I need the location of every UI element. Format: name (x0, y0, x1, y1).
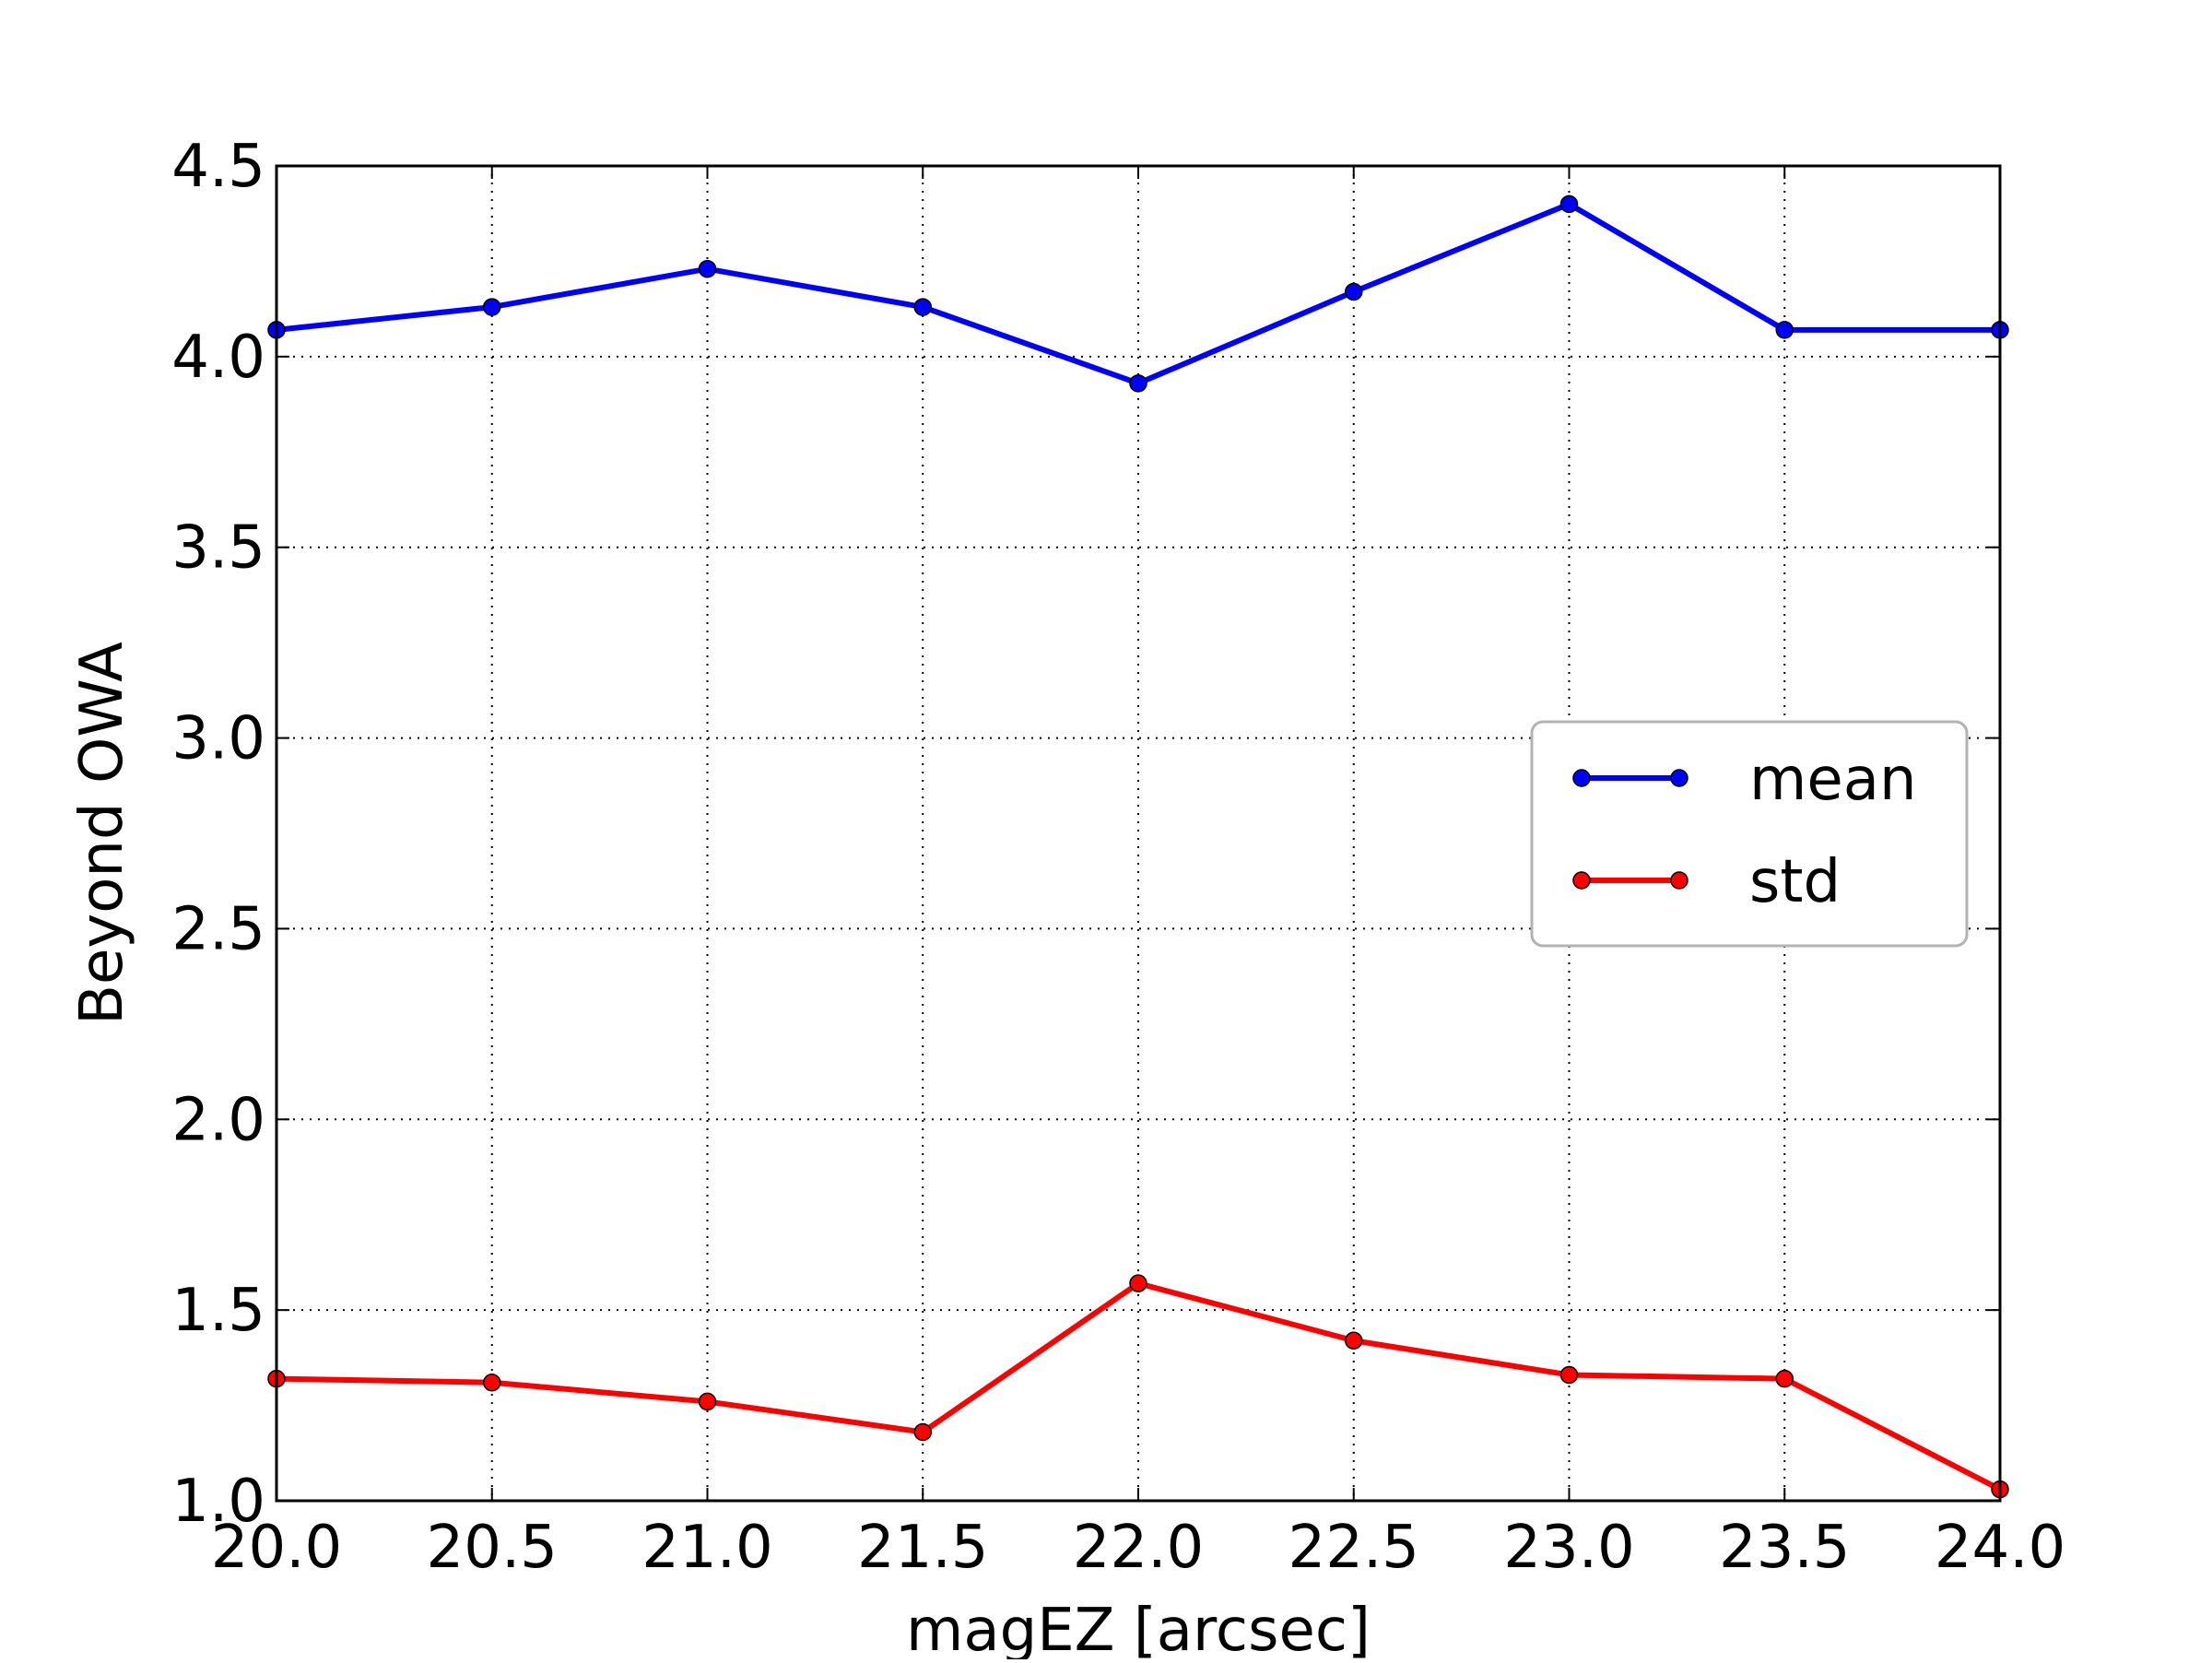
legend-marker-mean (1572, 769, 1591, 787)
data-point-std (1775, 1369, 1794, 1388)
x-axis-label: magEZ [arcsec] (906, 1597, 1371, 1659)
legend: mean std (1530, 720, 1969, 948)
y-tick-label: 3.0 (171, 705, 265, 773)
x-tick-label: 20.5 (427, 1514, 559, 1582)
y-tick-label: 3.5 (171, 514, 265, 583)
y-tick-label: 2.5 (171, 895, 265, 963)
y-axis-label: Beyond OWA (68, 642, 136, 1025)
series-group (267, 195, 2009, 1499)
data-point-std (913, 1422, 932, 1442)
y-tick-label: 4.0 (171, 324, 265, 392)
data-point-mean (483, 298, 501, 316)
data-point-std (1345, 1331, 1363, 1350)
x-tick-label: 21.0 (641, 1514, 773, 1582)
data-point-std (483, 1373, 501, 1392)
legend-entry-std: std (1572, 848, 1841, 916)
x-tick-label: 23.5 (1719, 1514, 1851, 1582)
data-point-std (1129, 1274, 1147, 1292)
data-point-mean (913, 298, 932, 316)
legend-marker-mean (1670, 769, 1688, 787)
data-point-mean (1775, 321, 1794, 339)
data-point-std (1559, 1365, 1579, 1385)
legend-marker-std (1572, 871, 1591, 890)
data-point-std (698, 1392, 717, 1411)
ticks: 20.0 20.5 21.0 21.5 22.0 22.5 23.0 23.5 24.0 1.0 1… (171, 133, 2065, 1582)
data-point-mean (1345, 282, 1363, 301)
x-tick-label: 24.0 (1935, 1514, 2066, 1582)
x-tick-label: 22.0 (1073, 1514, 1205, 1582)
legend-entry-mean: mean (1572, 746, 1917, 814)
x-tick-label: 21.5 (857, 1514, 989, 1582)
x-tick-label: 22.5 (1288, 1514, 1420, 1582)
data-point-mean (1559, 195, 1579, 214)
legend-label-mean: mean (1749, 746, 1917, 814)
legend-marker-std (1670, 871, 1688, 890)
y-tick-label: 1.0 (171, 1468, 265, 1536)
y-tick-label: 2.0 (171, 1086, 265, 1154)
x-tick-label: 20.0 (211, 1514, 343, 1582)
data-point-mean (698, 259, 717, 278)
x-tick-label: 23.0 (1503, 1514, 1635, 1582)
y-tick-label: 1.5 (171, 1277, 265, 1345)
legend-label-std: std (1749, 848, 1841, 916)
data-point-mean (1129, 374, 1147, 393)
y-tick-label: 4.5 (171, 133, 265, 201)
